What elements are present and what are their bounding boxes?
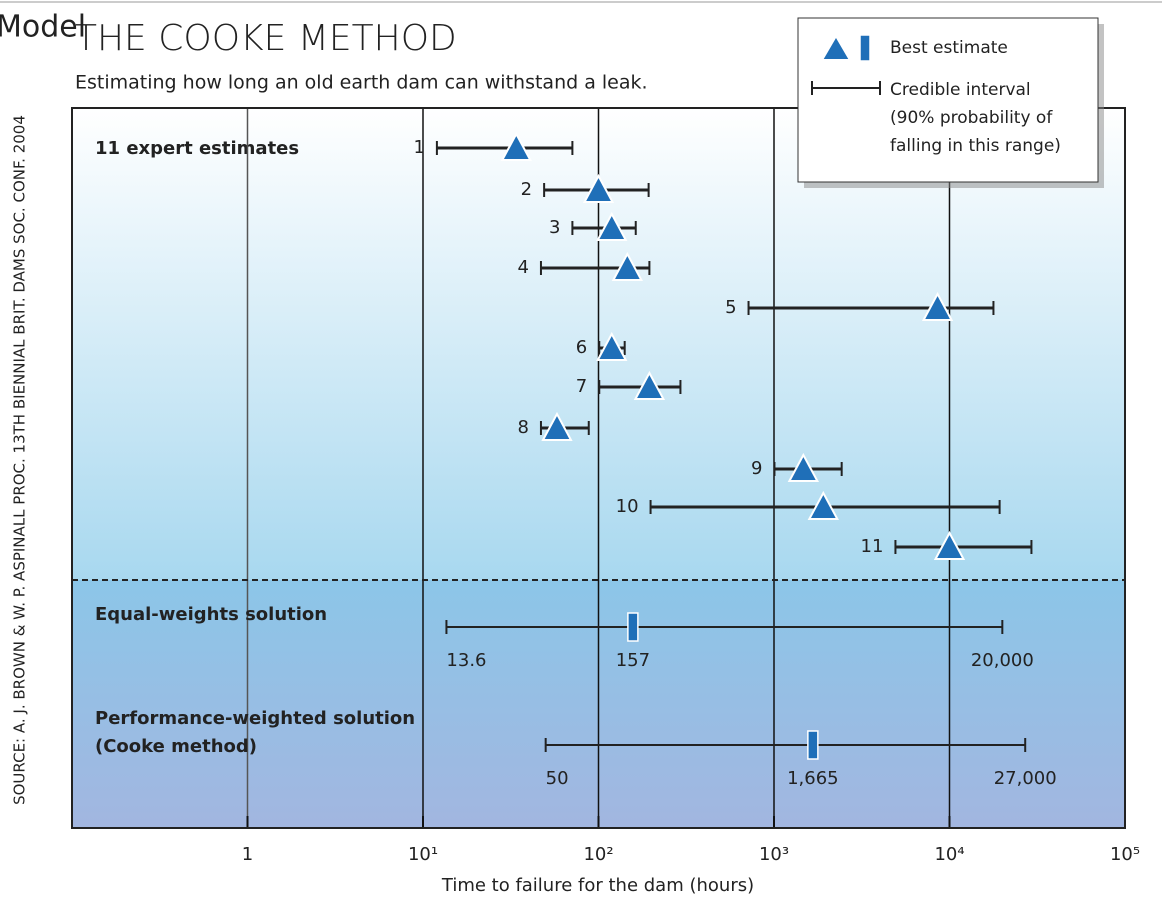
plot-frame	[71, 107, 1126, 829]
legend-bar	[859, 34, 871, 62]
legend-label: Credible interval	[890, 80, 1031, 100]
category-label: 9	[751, 458, 762, 479]
estimate-triangle	[921, 291, 954, 321]
legend-label: (90% probability of	[890, 108, 1053, 128]
subtitle: Estimating how long an old earth dam can…	[75, 72, 648, 94]
category-label: 4	[518, 257, 529, 278]
value-label: 13.6	[446, 650, 486, 671]
x-axis-label: Time to failure for the dam (hours)	[441, 875, 754, 896]
category-label: 6	[576, 337, 587, 358]
estimate-triangle	[500, 131, 532, 161]
category-label: 3	[549, 217, 560, 238]
category-label: 2	[521, 179, 532, 200]
solution-label: (Cooke method)	[95, 736, 257, 757]
category-label: 8	[518, 417, 529, 438]
legend-triangle	[820, 34, 852, 61]
x-tick-label: 10⁵	[1110, 844, 1140, 865]
source: SOURCE: A. J. BROWN & W. P. ASPINALL PRO…	[11, 115, 29, 805]
estimate-bar	[807, 730, 819, 760]
estimate-triangle	[541, 411, 573, 441]
x-tick-label: 10²	[583, 844, 613, 865]
estimate-triangle	[596, 211, 628, 241]
category-label: 11	[861, 536, 884, 557]
estimate-triangle	[787, 452, 820, 482]
legend-label: falling in this range)	[890, 136, 1061, 156]
value-label: 1,665	[787, 768, 839, 789]
estimate-triangle	[933, 530, 966, 560]
category-label: 1	[413, 137, 424, 158]
estimate-triangle	[611, 251, 644, 281]
chart-title: THE COOKE METHOD	[75, 18, 457, 59]
solution-label: Equal-weights solution	[95, 604, 327, 625]
value-label: 27,000	[994, 768, 1057, 789]
x-tick-label: 10¹	[408, 844, 438, 865]
plot: 1 10¹ 10² 10³ 10⁴ 10⁵ 1 234 5 6 7 8 9 10 11 Equal-weigh…	[95, 108, 1140, 865]
category-label: 7	[576, 376, 587, 397]
estimate-triangle	[633, 370, 666, 400]
legend-label: Best estimate	[890, 38, 1008, 58]
value-label: 50	[546, 768, 569, 789]
value-label: 20,000	[971, 650, 1034, 671]
category-label: 5	[725, 297, 736, 318]
estimate-triangle	[582, 173, 615, 203]
legend-box	[797, 17, 1099, 183]
annotation: Model	[0, 10, 86, 45]
x-tick-label: 10⁴	[934, 844, 964, 865]
estimate-triangle	[596, 331, 628, 361]
legend: Best estimate Credible interval (90% pro…	[797, 17, 1104, 188]
category-label: 10	[616, 496, 639, 517]
estimate-triangle	[807, 490, 839, 520]
solution-label: Performance-weighted solution	[95, 708, 415, 729]
estimate-bar	[627, 612, 639, 642]
x-tick-label: 1	[242, 844, 253, 865]
x-tick-label: 10³	[759, 844, 789, 865]
group-label: 11 expert estimates	[95, 138, 299, 159]
value-label: 157	[616, 650, 650, 671]
